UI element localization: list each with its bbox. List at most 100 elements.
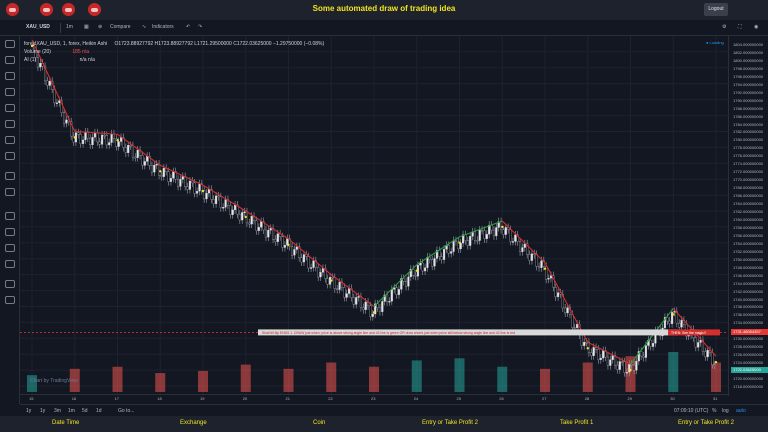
candle-body [48,81,51,86]
symbol-search-button[interactable]: XAU_USD [26,24,50,30]
logout-button[interactable]: Logout [704,3,728,16]
candle-body [421,262,424,272]
candle-body [298,246,301,258]
price-tick-label: 1726.000000000 [733,352,764,358]
lock-tool-icon[interactable] [5,244,15,252]
profile-icon[interactable] [62,3,75,16]
range-1y-button[interactable]: 1y [26,408,32,414]
price-tick-label: 1778.000000000 [733,145,764,151]
range-1m-button[interactable]: 1m [68,408,75,414]
candle-body [701,340,704,352]
brush-tool-icon[interactable] [5,88,15,96]
time-axis[interactable]: 15 16 17 18 19 20 21 22 23 24 25 26 27 28 29 30 31 [20,394,728,403]
price-tick-label: 1788.000000000 [733,105,764,111]
candle-body [704,351,707,358]
candle-body [231,209,234,215]
candle-body [210,189,213,200]
undo-icon[interactable]: ↶ [186,24,191,30]
price-chart[interactable]: Shall till flip ENDS 1. DRAW just when: … [20,36,728,396]
range-1d-button[interactable]: 1d [96,408,102,414]
volume-bar [27,375,37,392]
candle-body [644,345,647,358]
fib-tool-icon[interactable] [5,72,15,80]
candle-body [348,288,351,294]
utc-clock[interactable]: 07:09:10 (UTC) [674,408,709,414]
text-tool-icon[interactable] [5,104,15,112]
crosshair-tool-icon[interactable] [5,40,15,48]
trend-line-segment [160,164,204,186]
legend-ohlc: O1723.88927792 H1723.88927792 L1721.2950… [114,41,325,47]
share-icon[interactable] [88,3,101,16]
camera-icon[interactable]: ◉ [754,24,759,30]
range-3m-button[interactable]: 3m [54,408,61,414]
magnet-tool-icon[interactable] [5,212,15,220]
measure-tool-icon[interactable] [5,172,15,180]
candle-body [70,121,73,137]
candle-body [711,352,714,365]
range-1y-button[interactable]: 1y [40,408,46,414]
footer-entry-tp2: Entry or Take Profit 2 [422,420,478,426]
auto-scale-toggle[interactable]: auto [736,408,746,414]
header-bar: Some automated draw of trading idea Logo… [0,0,768,20]
price-tick-label: 1740.000000000 [733,296,764,302]
trend-line-segment [544,262,589,343]
settings-icon[interactable]: ⚙ [722,24,727,30]
arrow-tool-icon[interactable] [5,152,15,160]
zoom-tool-icon[interactable] [5,188,15,196]
range-5d-button[interactable]: 5d [82,408,88,414]
indicators-button[interactable]: Indicators [152,24,174,30]
indicators-icon[interactable]: ∿ [142,24,147,30]
layers-tool-icon[interactable] [5,280,15,288]
candle-body [535,254,538,267]
stay-drawing-icon[interactable] [5,228,15,236]
candle-body [364,301,367,310]
goto-date-button[interactable]: Go to... [118,408,135,414]
trend-line-segment [330,274,375,307]
candle-body [307,256,310,269]
tradingview-watermark[interactable]: Chart by TradingView [30,378,78,384]
log-scale-toggle[interactable]: log [722,408,729,414]
price-tick-label: 1734.000000000 [733,320,764,326]
legend-symbol[interactable]: forex:XAU_USD, 1, forex, Heikin Ashi [24,41,108,47]
percent-scale-toggle[interactable]: % [712,408,717,414]
menu-icon[interactable] [40,3,53,16]
app-logo-icon[interactable] [6,3,19,16]
candle-body [317,267,320,278]
trend-line-segment [501,220,546,264]
range-bar: 1y 1y 3m 1m 5d 1d Go to... 07:09:10 (UTC… [20,404,768,416]
candle-body [652,343,655,347]
candle-body [528,254,531,261]
prediction-tool-icon[interactable] [5,136,15,144]
candle-body [120,137,123,142]
pattern-tool-icon[interactable] [5,120,15,128]
candle-body [597,349,600,360]
compare-button[interactable]: Compare [110,24,131,30]
candle-body [604,350,607,358]
redo-icon[interactable]: ↷ [198,24,203,30]
price-scale[interactable]: 1804.000000000 1802.000000000 1800.0000000… [728,36,768,396]
candle-body [212,199,215,204]
data-point [458,241,461,245]
candle-body [150,165,153,173]
candle-body [291,246,294,256]
candle-style-icon[interactable]: ▦ [84,24,89,30]
candle-body [395,287,398,295]
candle-body [561,294,564,309]
interval-button[interactable]: 1m [66,24,73,30]
time-tick-label: 19 [200,396,205,401]
fullscreen-icon[interactable]: ⛶ [738,24,742,30]
legend-ai-label[interactable]: AI (1) [24,57,37,63]
candle-body [333,277,336,290]
candle-body [215,195,218,204]
candle-body [63,112,66,124]
candle-body [447,245,450,254]
trendline-tool-icon[interactable] [5,56,15,64]
hide-tool-icon[interactable] [5,260,15,268]
chart-pane[interactable]: Shall till flip ENDS 1. DRAW just when: … [20,36,728,396]
trash-tool-icon[interactable] [5,296,15,304]
candle-body [127,145,130,153]
plus-circle-icon[interactable]: ⊕ [98,24,103,30]
data-point [714,360,718,364]
legend-volume-label[interactable]: Volume (20) [24,49,51,55]
time-tick-label: 26 [499,396,504,401]
